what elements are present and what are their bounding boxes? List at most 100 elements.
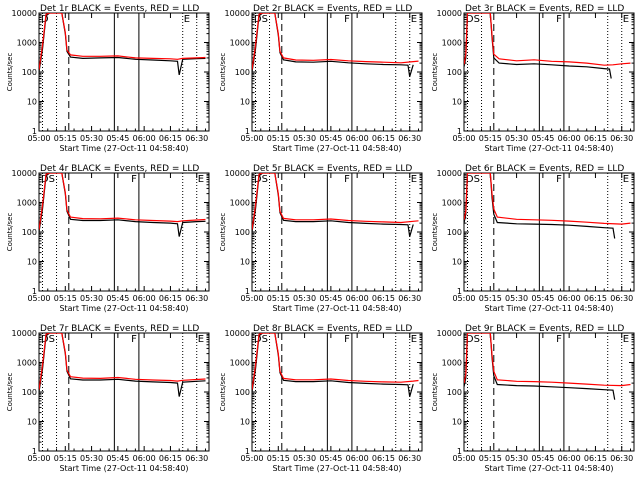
y-tick-label: 1000 — [17, 359, 37, 368]
y-tick-label: 10 — [452, 418, 462, 427]
y-tick-label: 1 — [457, 287, 462, 296]
x-tick-label: 06:00 — [133, 294, 156, 303]
plot-frame — [463, 12, 635, 132]
x-tick-label: 05:45 — [319, 294, 342, 303]
y-axis-label: Counts/sec — [431, 373, 439, 412]
y-axis-label: Counts/sec — [6, 53, 14, 92]
y-tick-label: 10000 — [437, 9, 462, 18]
x-tick-label: 05:15 — [267, 134, 290, 143]
x-tick-label: 05:15 — [267, 294, 290, 303]
y-tick-label: 10000 — [12, 329, 37, 338]
y-axis-label: Counts/sec — [219, 213, 227, 252]
event-marker-label: E — [623, 14, 629, 25]
x-axis-label: Start Time (27-Oct-11 04:58:40) — [59, 464, 188, 473]
y-axis-label: Counts/sec — [6, 213, 14, 252]
y-tick-label: 1 — [245, 447, 250, 456]
x-tick-label: 06:00 — [133, 134, 156, 143]
x-tick-label: 05:30 — [80, 134, 103, 143]
event-marker-label: DS — [466, 174, 480, 185]
x-tick-label: 05:00 — [27, 294, 50, 303]
y-tick-label: 10 — [452, 258, 462, 267]
series-line-events — [39, 173, 206, 237]
series-line-events — [464, 173, 616, 239]
y-axis-label: Counts/sec — [431, 213, 439, 252]
series-line-lld — [39, 13, 206, 70]
x-tick-label: 05:30 — [293, 134, 316, 143]
x-axis-label: Start Time (27-Oct-11 04:58:40) — [484, 144, 613, 153]
event-marker-label: F — [131, 174, 137, 185]
x-tick-label: 05:45 — [106, 134, 129, 143]
x-tick-label: 06:15 — [584, 134, 607, 143]
series-line-lld — [464, 173, 631, 225]
event-marker-label: E — [198, 174, 204, 185]
x-tick-label: 06:30 — [185, 294, 208, 303]
x-tick-label: 05:00 — [27, 454, 50, 463]
event-marker-label: E — [411, 334, 417, 345]
x-tick-label: 06:30 — [398, 134, 421, 143]
x-axis-label: Start Time (27-Oct-11 04:58:40) — [272, 304, 401, 313]
x-tick-label: 06:00 — [346, 134, 369, 143]
y-tick-label: 10000 — [225, 9, 250, 18]
y-tick-label: 1 — [457, 447, 462, 456]
event-marker-label: F — [344, 174, 350, 185]
x-tick-label: 06:30 — [185, 134, 208, 143]
y-tick-label: 100 — [447, 228, 462, 237]
x-axis-label: Start Time (27-Oct-11 04:58:40) — [59, 304, 188, 313]
event-marker-label: E — [623, 334, 629, 345]
event-marker-label: F — [556, 174, 562, 185]
x-tick-label: 06:15 — [584, 454, 607, 463]
y-tick-label: 1000 — [442, 359, 462, 368]
x-tick-label: 06:30 — [398, 454, 421, 463]
y-axis-label: Counts/sec — [431, 53, 439, 92]
x-tick-label: 05:30 — [293, 294, 316, 303]
series-line-lld — [252, 173, 419, 230]
series-line-events — [39, 333, 206, 397]
y-tick-label: 100 — [22, 388, 37, 397]
series-line-lld — [39, 333, 206, 390]
x-tick-label: 06:30 — [185, 454, 208, 463]
x-tick-label: 05:45 — [106, 294, 129, 303]
y-tick-label: 10 — [27, 418, 37, 427]
series-line-lld — [252, 13, 419, 70]
y-tick-label: 100 — [235, 228, 250, 237]
x-axis-label: Start Time (27-Oct-11 04:58:40) — [272, 464, 401, 473]
y-tick-label: 10000 — [437, 329, 462, 338]
y-tick-label: 10 — [452, 98, 462, 107]
y-tick-label: 10000 — [12, 169, 37, 178]
event-marker-label: F — [556, 14, 562, 25]
y-tick-label: 1000 — [230, 39, 250, 48]
event-marker-label: DS — [254, 334, 268, 345]
panel-title: Det 4r BLACK = Events, RED = LLD — [40, 164, 199, 174]
x-tick-label: 05:30 — [293, 454, 316, 463]
x-tick-label: 06:00 — [558, 454, 581, 463]
panel-title: Det 1r BLACK = Events, RED = LLD — [40, 4, 199, 14]
series-line-events — [464, 333, 616, 400]
y-tick-label: 1 — [245, 127, 250, 136]
y-tick-label: 10000 — [437, 169, 462, 178]
y-tick-label: 10000 — [225, 329, 250, 338]
y-tick-label: 1000 — [230, 199, 250, 208]
y-tick-label: 100 — [22, 228, 37, 237]
y-axis-label: Counts/sec — [6, 373, 14, 412]
x-tick-label: 06:30 — [398, 294, 421, 303]
x-tick-label: 05:15 — [54, 134, 77, 143]
event-marker-label: E — [411, 14, 417, 25]
y-tick-label: 1000 — [230, 359, 250, 368]
x-axis-label: Start Time (27-Oct-11 04:58:40) — [484, 304, 613, 313]
x-tick-label: 05:45 — [531, 454, 554, 463]
plot-frame — [463, 172, 635, 292]
x-tick-label: 05:00 — [452, 134, 475, 143]
series-line-lld — [252, 333, 419, 390]
series-line-lld — [464, 13, 631, 66]
series-line-lld — [464, 333, 631, 387]
x-tick-label: 06:15 — [159, 134, 182, 143]
x-tick-label: 06:15 — [159, 294, 182, 303]
x-tick-label: 06:15 — [159, 454, 182, 463]
plot-frame — [463, 332, 635, 452]
